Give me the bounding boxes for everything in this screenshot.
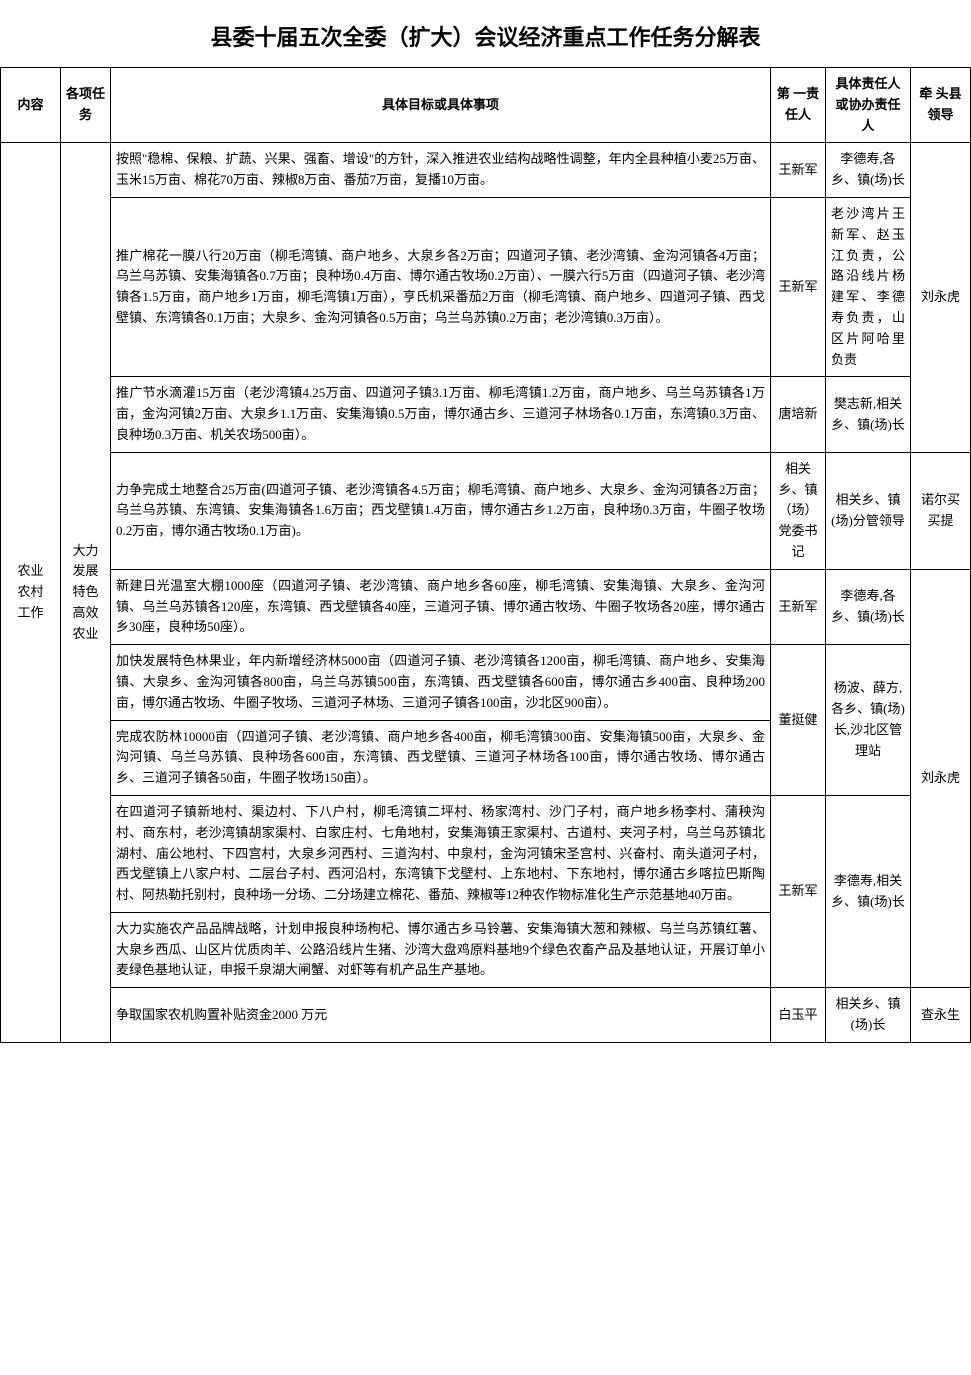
table-row: 推广节水滴灌15万亩（老沙湾镇4.25万亩、四道河子镇3.1万亩、柳毛湾镇1.2… [1, 377, 971, 452]
cell-first-resp: 唐培新 [771, 377, 826, 452]
cell-first-resp: 王新军 [771, 569, 826, 644]
cell-detail: 争取国家农机购置补贴资金2000 万元 [111, 988, 771, 1043]
header-content: 内容 [1, 68, 61, 143]
cell-detail: 完成农防林10000亩（四道河子镇、老沙湾镇、商户地乡各400亩，柳毛湾镇300… [111, 720, 771, 795]
table-row: 加快发展特色林果业，年内新增经济林5000亩（四道河子镇、老沙湾镇各1200亩，… [1, 645, 971, 720]
header-detail: 具体目标或具体事项 [111, 68, 771, 143]
cell-body-resp: 杨波、薛方,各乡、镇(场)长,沙北区管理站 [826, 645, 911, 796]
cell-body-resp: 老沙湾片王新军、赵玉江负责，公路沿线片杨建军、李德寿负责，山区片阿哈里负责 [826, 197, 911, 376]
cell-body-resp: 相关乡、镇(场)长 [826, 988, 911, 1043]
cell-leader: 刘永虎 [911, 143, 971, 452]
cell-leader: 查永生 [911, 988, 971, 1043]
cell-first-resp: 王新军 [771, 143, 826, 198]
cell-first-resp: 王新军 [771, 197, 826, 376]
cell-detail: 新建日光温室大棚1000座（四道河子镇、老沙湾镇、商户地乡各60座，柳毛湾镇、安… [111, 569, 771, 644]
header-first-resp: 第 一责任人 [771, 68, 826, 143]
cell-detail: 按照"稳棉、保粮、扩蔬、兴果、强畜、增设"的方针，深入推进农业结构战略性调整，年… [111, 143, 771, 198]
cell-detail: 力争完成土地整合25万亩(四道河子镇、老沙湾镇各4.5万亩；柳毛湾镇、商户地乡、… [111, 452, 771, 569]
header-body-resp: 具体责任人或协办责任人 [826, 68, 911, 143]
table-row: 推广棉花一膜八行20万亩（柳毛湾镇、商户地乡、大泉乡各2万亩；四道河子镇、老沙湾… [1, 197, 971, 376]
cell-detail: 在四道河子镇新地村、渠边村、下八户村，柳毛湾镇二坪村、杨家湾村、沙门子村，商户地… [111, 795, 771, 912]
cell-body-resp: 樊志新,相关乡、镇(场)长 [826, 377, 911, 452]
cell-body-resp: 李德寿,相关乡、镇(场)长 [826, 795, 911, 987]
header-task: 各项任务 [61, 68, 111, 143]
table-header-row: 内容 各项任务 具体目标或具体事项 第 一责任人 具体责任人或协办责任人 牵 头… [1, 68, 971, 143]
cell-detail: 大力实施农产品品牌战略，计划申报良种场枸杞、博尔通古乡马铃薯、安集海镇大葱和辣椒… [111, 912, 771, 987]
cell-content-category: 农业农村工作 [1, 143, 61, 1042]
cell-detail: 推广棉花一膜八行20万亩（柳毛湾镇、商户地乡、大泉乡各2万亩；四道河子镇、老沙湾… [111, 197, 771, 376]
cell-first-resp: 王新军 [771, 795, 826, 987]
cell-first-resp: 相关乡、镇（场）党委书记 [771, 452, 826, 569]
table-row: 新建日光温室大棚1000座（四道河子镇、老沙湾镇、商户地乡各60座，柳毛湾镇、安… [1, 569, 971, 644]
cell-first-resp: 白玉平 [771, 988, 826, 1043]
table-row: 农业农村工作 大力发展特色高效农业 按照"稳棉、保粮、扩蔬、兴果、强畜、增设"的… [1, 143, 971, 198]
task-breakdown-table: 内容 各项任务 具体目标或具体事项 第 一责任人 具体责任人或协办责任人 牵 头… [0, 67, 971, 1043]
cell-body-resp: 李德寿,各乡、镇(场)长 [826, 143, 911, 198]
cell-task-category: 大力发展特色高效农业 [61, 143, 111, 1042]
table-row: 争取国家农机购置补贴资金2000 万元 白玉平 相关乡、镇(场)长 查永生 [1, 988, 971, 1043]
table-row: 在四道河子镇新地村、渠边村、下八户村，柳毛湾镇二坪村、杨家湾村、沙门子村，商户地… [1, 795, 971, 912]
cell-detail: 推广节水滴灌15万亩（老沙湾镇4.25万亩、四道河子镇3.1万亩、柳毛湾镇1.2… [111, 377, 771, 452]
header-leader: 牵 头县领导 [911, 68, 971, 143]
cell-leader: 诺尔买买提 [911, 452, 971, 569]
cell-detail: 加快发展特色林果业，年内新增经济林5000亩（四道河子镇、老沙湾镇各1200亩，… [111, 645, 771, 720]
page-title: 县委十届五次全委（扩大）会议经济重点工作任务分解表 [0, 0, 971, 67]
table-row: 力争完成土地整合25万亩(四道河子镇、老沙湾镇各4.5万亩；柳毛湾镇、商户地乡、… [1, 452, 971, 569]
cell-leader: 刘永虎 [911, 569, 971, 988]
cell-first-resp: 董挺健 [771, 645, 826, 796]
cell-body-resp: 相关乡、镇(场)分管领导 [826, 452, 911, 569]
cell-body-resp: 李德寿,各乡、镇(场)长 [826, 569, 911, 644]
